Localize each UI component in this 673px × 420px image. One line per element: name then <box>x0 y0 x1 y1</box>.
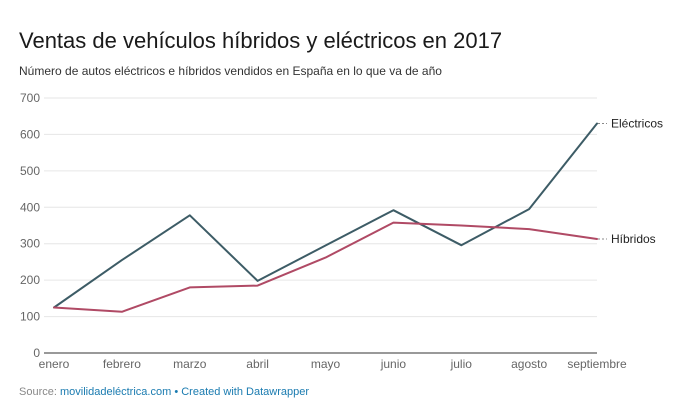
x-tick-label: marzo <box>173 357 207 371</box>
y-tick-label: 100 <box>20 310 40 324</box>
source-label: Source: <box>19 386 57 398</box>
x-tick-label: junio <box>380 357 407 371</box>
x-tick-label: mayo <box>311 357 341 371</box>
chart-footer: Source: movilidadeléctrica.com • Created… <box>19 386 309 398</box>
y-tick-label: 200 <box>20 273 40 287</box>
chart-title: Ventas de vehículos híbridos y eléctrico… <box>19 28 503 53</box>
x-tick-label: enero <box>39 357 70 371</box>
series-lines <box>53 122 598 313</box>
y-tick-label: 300 <box>20 237 40 251</box>
y-tick-label: 500 <box>20 164 40 178</box>
x-axis-ticks: enero febrero marzo abril mayo junio julio agos… <box>39 357 627 371</box>
chart-subtitle: Número de autos eléctricos e híbridos ve… <box>19 64 442 78</box>
grid-lines <box>44 97 597 354</box>
y-tick-label: 600 <box>20 127 40 141</box>
line-chart: 0 100 200 300 400 500 600 700 enero febrero marzo… <box>20 91 663 371</box>
x-tick-label: febrero <box>103 357 141 371</box>
footer-separator: • <box>174 386 179 398</box>
series-line-electricos <box>53 122 598 309</box>
y-tick-label: 700 <box>20 91 40 105</box>
x-tick-label: julio <box>450 357 473 371</box>
series-labels: Eléctricos Híbridos <box>598 117 663 246</box>
x-tick-label: septiembre <box>567 357 627 371</box>
datawrapper-credit-link[interactable]: Created with Datawrapper <box>181 386 310 398</box>
series-label-hibridos: Híbridos <box>611 232 656 246</box>
y-axis-ticks: 0 100 200 300 400 500 600 700 <box>20 91 40 360</box>
x-tick-label: agosto <box>511 357 547 371</box>
series-label-electricos: Eléctricos <box>611 117 663 131</box>
y-tick-label: 400 <box>20 200 40 214</box>
source-link[interactable]: movilidadeléctrica.com <box>59 386 172 398</box>
series-line-hibridos <box>53 221 598 313</box>
y-tick-label: 0 <box>33 346 40 360</box>
x-tick-label: abril <box>246 357 269 371</box>
